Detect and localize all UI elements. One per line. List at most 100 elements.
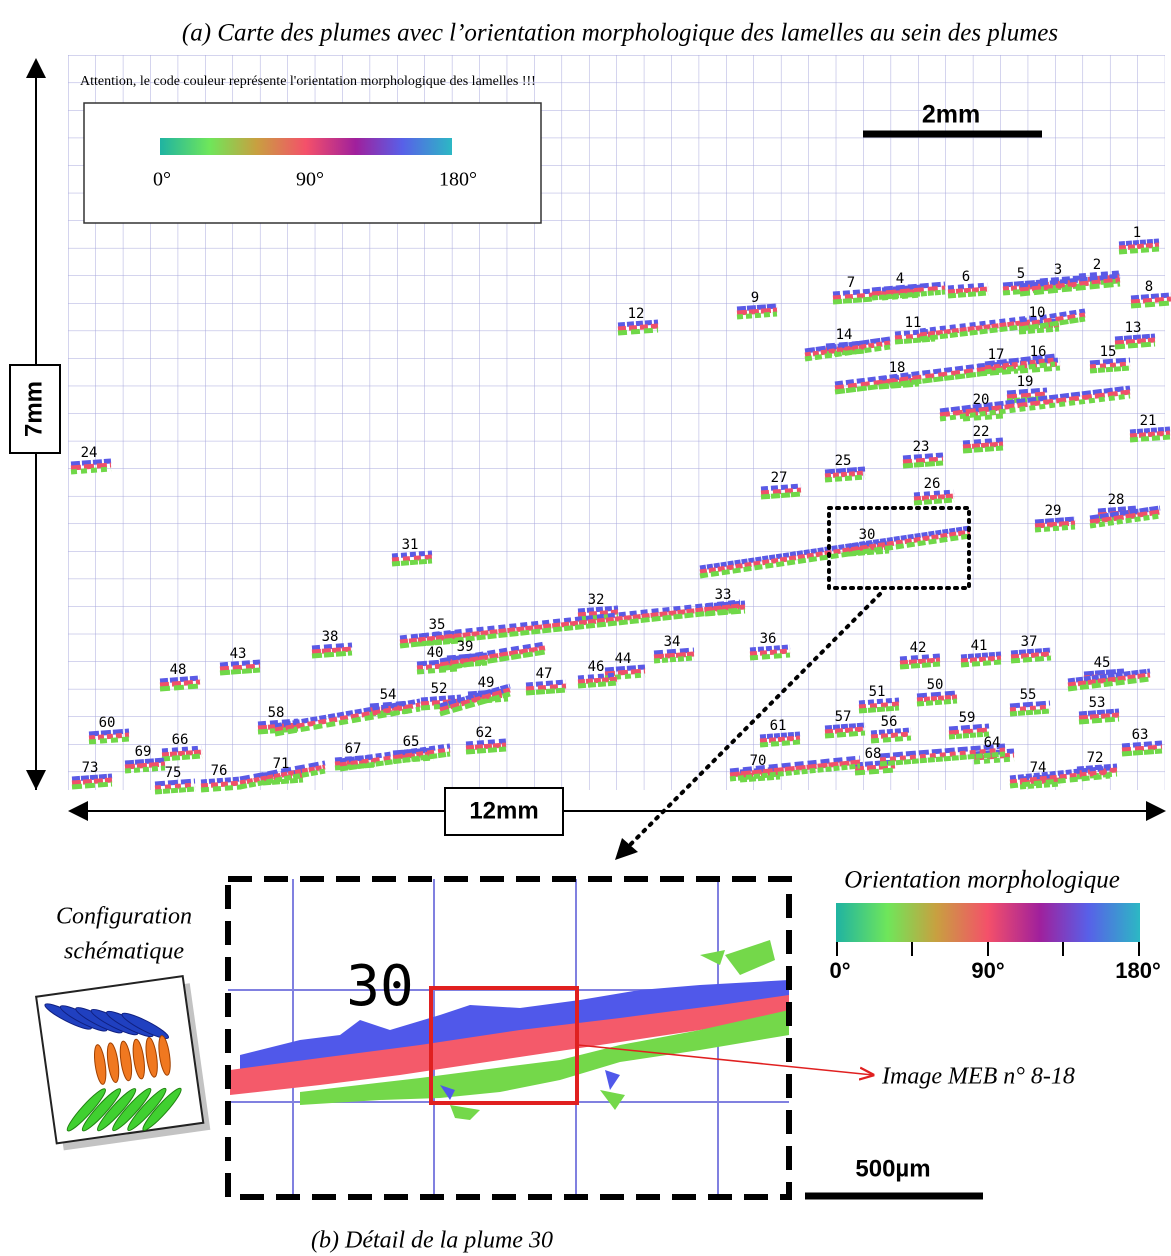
plume <box>399 607 741 649</box>
lamella <box>121 1012 170 1039</box>
plume <box>311 646 353 655</box>
plume <box>653 655 695 664</box>
plume <box>1130 296 1171 305</box>
plume <box>439 649 546 672</box>
plume <box>1089 505 1161 521</box>
plume <box>154 786 196 795</box>
plume <box>749 644 791 653</box>
scale-bar-label: 2mm <box>922 101 980 129</box>
plume <box>391 558 433 567</box>
plume <box>239 760 326 782</box>
plume-label: 61 <box>770 718 787 734</box>
plume <box>736 303 778 312</box>
plume-label: 46 <box>588 659 605 675</box>
plume <box>339 751 451 772</box>
detail-frame <box>225 876 792 1200</box>
plume <box>919 323 1031 342</box>
note: Attention, le code couleur représente l'… <box>80 74 536 89</box>
colorbar-label: 0° <box>829 958 850 983</box>
plume <box>1130 300 1171 309</box>
plume-label: 49 <box>478 675 495 691</box>
plume <box>759 739 801 748</box>
plume <box>161 745 203 754</box>
plume <box>916 694 958 703</box>
plume <box>1067 672 1151 688</box>
plume-label: 36 <box>760 631 777 647</box>
panel-b-caption: (b) Détail de la plume 30 <box>311 1228 553 1254</box>
plume-label: 55 <box>1020 687 1037 703</box>
zoom-box <box>827 506 971 590</box>
plume <box>420 694 462 703</box>
plume <box>736 311 778 320</box>
plume-label: 31 <box>402 537 419 553</box>
plume <box>871 289 946 301</box>
plume <box>577 609 619 618</box>
plume-label: 37 <box>1021 634 1038 650</box>
plume-label: 20 <box>973 392 990 408</box>
plume <box>200 784 242 793</box>
plume <box>824 474 866 483</box>
plume <box>465 746 507 755</box>
plume-label: 14 <box>836 327 853 343</box>
plume <box>824 722 866 731</box>
plume-label: 16 <box>1030 344 1047 360</box>
plume <box>1009 700 1051 709</box>
schematic-label: schématique <box>64 939 184 965</box>
plume <box>832 296 874 305</box>
plume <box>962 413 1004 422</box>
plume-label: 11 <box>905 315 922 331</box>
plume <box>1089 361 1131 370</box>
plume <box>984 361 1056 375</box>
plume <box>804 336 891 354</box>
plume <box>200 780 242 789</box>
plume <box>962 437 1004 446</box>
plume-label: 17 <box>988 347 1005 363</box>
plume <box>525 687 567 696</box>
plume <box>1121 744 1163 753</box>
plume <box>154 782 196 791</box>
plume <box>1118 238 1160 247</box>
colorbar-label: 90° <box>971 958 1004 983</box>
schematic <box>34 975 211 1151</box>
plume <box>1018 326 1060 335</box>
plume <box>834 371 981 395</box>
plume <box>1034 520 1076 529</box>
plume <box>70 458 112 467</box>
plume <box>894 336 936 345</box>
zoom-arrow <box>623 592 882 852</box>
plume <box>699 525 971 571</box>
plume <box>1078 270 1120 279</box>
width-box <box>444 787 564 836</box>
plume <box>948 723 990 732</box>
schematic-label: Configuration <box>56 904 192 930</box>
plume <box>1121 740 1163 749</box>
colorbar-label: 90° <box>296 169 324 191</box>
plume <box>736 307 778 316</box>
plume <box>1009 704 1051 713</box>
plume-label: 33 <box>715 587 732 603</box>
colorbar-label: 0° <box>153 169 171 191</box>
plume <box>871 281 946 293</box>
plume <box>879 743 1006 759</box>
plume <box>749 648 791 657</box>
plume <box>439 691 511 717</box>
lamella <box>93 1044 107 1085</box>
lamella <box>158 1035 171 1076</box>
plume <box>858 705 900 714</box>
plume-label: 54 <box>380 687 397 703</box>
meb-box <box>429 986 579 1105</box>
plume <box>984 357 1056 371</box>
plume <box>699 533 971 579</box>
plume <box>1019 277 1121 293</box>
plume-label: 43 <box>230 646 247 662</box>
plume <box>1078 712 1120 721</box>
plume-label: 38 <box>322 629 339 645</box>
plume <box>729 755 861 774</box>
plume <box>239 768 326 790</box>
plume <box>1019 365 1061 374</box>
plume <box>1121 748 1163 757</box>
plume <box>1010 655 1052 664</box>
zoom-arrowhead <box>615 838 638 860</box>
lamella <box>112 1087 152 1132</box>
plume-label: 15 <box>1100 344 1117 360</box>
